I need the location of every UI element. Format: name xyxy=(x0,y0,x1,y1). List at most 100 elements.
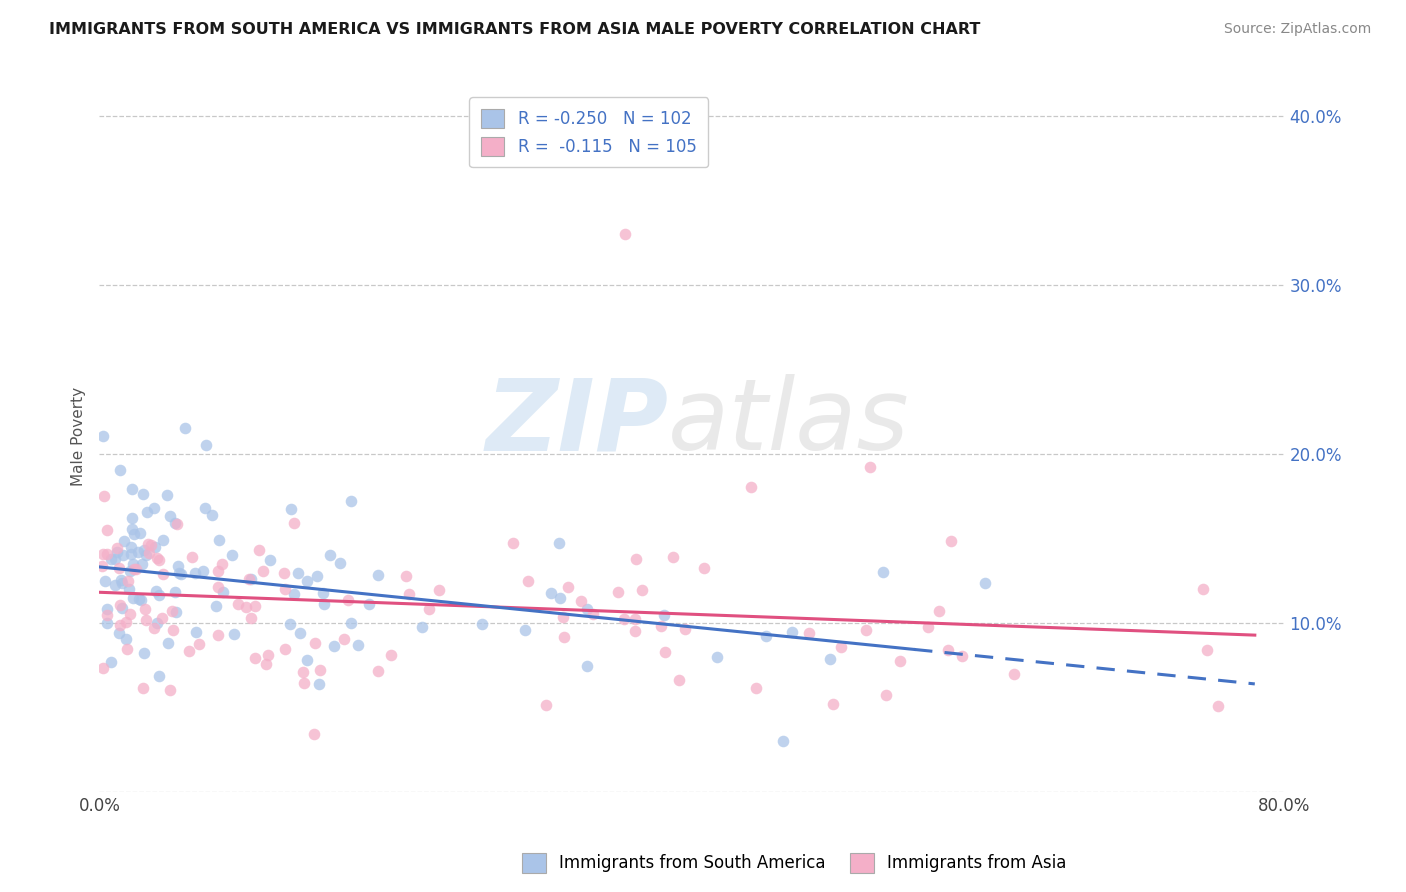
Point xyxy=(395,568,418,582)
Point xyxy=(576,602,599,616)
Point xyxy=(283,516,305,530)
Point xyxy=(872,565,894,579)
Point xyxy=(129,592,152,607)
Point xyxy=(304,636,326,650)
Point xyxy=(259,553,281,567)
Point xyxy=(859,460,882,475)
Point xyxy=(830,640,852,655)
Point xyxy=(939,534,962,549)
Point xyxy=(517,574,540,588)
Point xyxy=(91,661,114,675)
Point xyxy=(122,562,145,576)
Point xyxy=(772,734,794,748)
Y-axis label: Male Poverty: Male Poverty xyxy=(72,387,86,486)
Point xyxy=(332,632,354,646)
Point xyxy=(247,543,270,558)
Point xyxy=(120,607,142,622)
Point xyxy=(108,626,131,640)
Point xyxy=(122,591,145,606)
Point xyxy=(257,648,280,663)
Point xyxy=(132,487,155,501)
Point xyxy=(165,605,187,619)
Point xyxy=(706,650,728,665)
Point xyxy=(191,564,214,578)
Point xyxy=(212,584,235,599)
Point xyxy=(121,511,143,525)
Point xyxy=(668,673,690,688)
Point xyxy=(755,629,778,643)
Point xyxy=(146,551,169,566)
Point xyxy=(307,569,329,583)
Point xyxy=(347,638,370,652)
Text: atlas: atlas xyxy=(668,374,910,471)
Point xyxy=(118,564,141,578)
Point xyxy=(162,623,184,637)
Point xyxy=(91,558,114,573)
Point xyxy=(547,535,569,549)
Point xyxy=(309,663,332,677)
Point xyxy=(411,620,433,634)
Point xyxy=(117,574,139,588)
Point xyxy=(195,438,218,452)
Point xyxy=(917,620,939,634)
Point xyxy=(235,599,257,614)
Point xyxy=(936,643,959,657)
Point xyxy=(148,588,170,602)
Point xyxy=(557,580,579,594)
Point xyxy=(108,561,131,575)
Point xyxy=(121,557,143,571)
Point xyxy=(122,527,145,541)
Point xyxy=(194,500,217,515)
Point xyxy=(105,541,128,556)
Text: ZIP: ZIP xyxy=(485,374,668,471)
Point xyxy=(274,582,297,596)
Point xyxy=(159,682,181,697)
Point xyxy=(167,559,190,574)
Point xyxy=(322,639,344,653)
Point xyxy=(652,608,675,623)
Point xyxy=(339,616,361,631)
Point xyxy=(624,612,647,626)
Point xyxy=(146,616,169,631)
Point xyxy=(128,526,150,541)
Point xyxy=(120,540,142,554)
Point xyxy=(135,505,157,519)
Point xyxy=(308,677,330,691)
Point xyxy=(297,574,319,589)
Point xyxy=(471,616,494,631)
Point xyxy=(96,608,118,623)
Point xyxy=(240,611,263,625)
Point xyxy=(582,607,605,621)
Point xyxy=(283,587,305,601)
Point xyxy=(576,659,599,673)
Point xyxy=(631,583,654,598)
Point xyxy=(292,676,315,690)
Point xyxy=(626,551,648,566)
Point xyxy=(398,587,420,601)
Point xyxy=(134,602,156,616)
Point xyxy=(104,578,127,592)
Point xyxy=(357,597,380,611)
Point xyxy=(186,625,208,640)
Point xyxy=(120,547,142,561)
Point xyxy=(121,522,143,536)
Point xyxy=(291,665,314,679)
Point xyxy=(125,562,148,576)
Point xyxy=(336,593,359,607)
Point xyxy=(201,508,224,523)
Point xyxy=(152,566,174,581)
Point xyxy=(745,681,768,695)
Point xyxy=(117,641,139,656)
Point xyxy=(624,624,647,638)
Point xyxy=(974,575,997,590)
Point xyxy=(693,561,716,575)
Point xyxy=(1206,698,1229,713)
Point xyxy=(418,601,440,615)
Point xyxy=(156,636,179,650)
Point xyxy=(650,619,672,633)
Point xyxy=(312,597,335,611)
Point xyxy=(367,567,389,582)
Point xyxy=(238,572,260,586)
Point xyxy=(170,567,193,582)
Point xyxy=(148,668,170,682)
